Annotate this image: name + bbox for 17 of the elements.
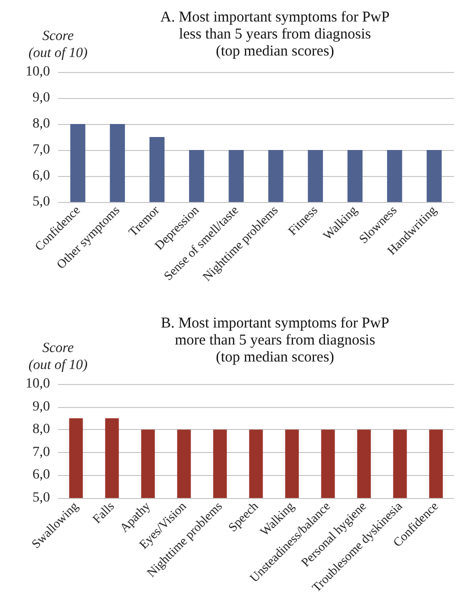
y-tick-label: 10,0 (26, 64, 50, 80)
y-tick-label: 5,0 (32, 194, 50, 210)
y-tick-label: 5,0 (32, 490, 50, 506)
y-axis-title: Score (out of 10) (28, 29, 88, 61)
chart-title: A. Most important symptoms for PwP less than 5 years from diagnosis (top median scores) (160, 10, 390, 60)
y-tick-label: 8,0 (32, 116, 50, 132)
y-tick-label: 7,0 (32, 444, 50, 460)
y-tick-label: 9,0 (32, 90, 50, 106)
y-axis-title: Score (out of 10) (28, 341, 88, 373)
y-tick-label: 7,0 (32, 142, 50, 158)
chart-title: B. Most important symptoms for PwP more than 5 years from diagnosis (top median scores) (160, 316, 390, 366)
y-tick-label: 6,0 (32, 468, 50, 483)
y-tick-label: 8,0 (32, 422, 50, 438)
y-tick-label: 9,0 (32, 399, 50, 414)
y-tick-label: 6,0 (32, 168, 50, 184)
y-tick-label: 10,0 (26, 376, 50, 392)
x-tick-label: Falls (90, 498, 118, 526)
